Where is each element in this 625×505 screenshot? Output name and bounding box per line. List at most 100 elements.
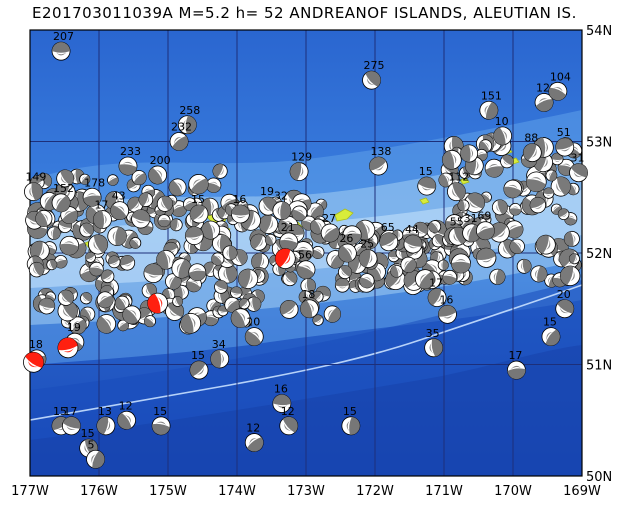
focal-mechanism — [156, 249, 176, 270]
focal-mechanism — [79, 222, 94, 238]
focal-mechanism — [536, 234, 556, 255]
latitude-labels: 54N 53N 52N 51N 50N — [586, 24, 612, 485]
focal-mechanism — [334, 277, 350, 293]
focal-mechanism — [131, 209, 151, 229]
focal-mechanism — [550, 176, 571, 197]
focal-mechanism — [359, 273, 375, 289]
focal-mechanism — [400, 256, 417, 273]
focal-mechanism — [211, 252, 225, 266]
depth-label: 18 — [301, 288, 315, 301]
focal-mechanism — [224, 296, 241, 313]
focal-mechanism — [362, 70, 381, 90]
focal-mechanism — [424, 338, 444, 358]
depth-label: 19 — [67, 321, 81, 334]
focal-mechanism — [210, 349, 230, 369]
depth-label: 16 — [274, 383, 288, 396]
focal-mechanism — [122, 305, 142, 325]
focal-mechanism — [38, 297, 56, 315]
focal-mechanism — [244, 433, 264, 452]
depth-label: 200 — [150, 154, 171, 167]
focal-mechanism — [143, 263, 164, 284]
focal-mechanism — [85, 251, 96, 263]
latitude-label: 50N — [586, 470, 612, 485]
depth-label: 12 — [246, 422, 260, 435]
focal-mechanism — [505, 220, 524, 239]
depth-label: 207 — [53, 30, 74, 43]
focal-mechanism — [143, 315, 157, 328]
focal-mechanism — [118, 156, 138, 176]
focal-mechanism — [489, 222, 510, 243]
focal-mechanism — [557, 208, 570, 221]
depth-label: 152 — [53, 182, 74, 195]
focal-mechanism — [59, 235, 80, 256]
focal-mechanism — [516, 258, 532, 274]
focal-mechanism — [529, 196, 547, 214]
depth-label: 16 — [232, 193, 246, 206]
focal-mechanism — [96, 291, 114, 309]
latitude-label: 53N — [586, 136, 612, 151]
focal-mechanism — [509, 238, 525, 255]
focal-mechanism — [119, 255, 136, 271]
focal-mechanism — [300, 299, 319, 319]
depth-label: 151 — [481, 89, 502, 102]
latitude-label: 51N — [586, 359, 612, 374]
depth-label: 15 — [81, 427, 95, 440]
focal-mechanism — [379, 232, 399, 252]
focal-mechanism — [296, 260, 316, 280]
depth-label: 88 — [524, 132, 538, 145]
focal-mechanism — [107, 226, 127, 246]
focal-mechanism — [525, 171, 547, 193]
depth-label: 149 — [25, 171, 46, 184]
focal-mechanism — [534, 93, 554, 112]
focal-mechanism — [110, 201, 130, 221]
focal-mechanism — [82, 187, 102, 207]
focal-mechanism — [559, 265, 581, 287]
focal-mechanism — [180, 312, 202, 334]
focal-mechanism — [56, 169, 75, 188]
focal-mechanism — [169, 132, 189, 151]
depth-label: 51 — [557, 126, 571, 139]
focal-mechanism — [417, 176, 437, 196]
focal-mechanism — [369, 156, 388, 176]
depth-label: 5 — [88, 438, 95, 451]
focal-mechanism — [238, 298, 250, 310]
focal-mechanism — [148, 165, 168, 185]
focal-mechanism — [214, 280, 228, 294]
focal-mechanism — [548, 81, 568, 101]
focal-mechanism — [507, 360, 526, 380]
focal-mechanism — [93, 210, 112, 229]
depth-label: 258 — [179, 104, 200, 117]
focal-mechanism — [493, 126, 513, 146]
depth-label: 25 — [360, 238, 374, 251]
focal-mechanism — [251, 252, 269, 271]
focal-mechanism — [450, 253, 471, 274]
depth-label: 178 — [84, 176, 105, 189]
focal-mechanism — [205, 177, 222, 193]
longitude-label: 177W — [11, 484, 49, 499]
depth-label: 34 — [212, 338, 226, 351]
focal-mechanism — [184, 226, 204, 246]
focal-mechanism — [157, 214, 171, 228]
focal-mechanism — [457, 199, 470, 212]
focal-mechanism — [100, 269, 115, 284]
focal-mechanism — [484, 158, 504, 178]
depth-label: 13 — [98, 405, 112, 418]
depth-label: 17 — [508, 349, 522, 362]
focal-mechanism — [79, 173, 91, 185]
depth-label: 26 — [339, 232, 353, 245]
focal-mechanism — [279, 300, 299, 319]
focal-mechanism — [51, 193, 71, 213]
focal-mechanism — [51, 41, 71, 61]
focal-mechanism — [530, 265, 548, 283]
focal-mechanism — [244, 327, 264, 347]
focal-mechanism — [306, 202, 324, 221]
depth-label: 56 — [298, 249, 312, 262]
focal-mechanism — [168, 178, 187, 197]
longitude-label: 174W — [218, 484, 256, 499]
focal-mechanism — [172, 296, 183, 307]
depth-label: 10 — [495, 115, 509, 128]
depth-label: 232 — [171, 121, 192, 134]
focal-mechanism — [437, 259, 449, 271]
focal-mechanism — [231, 204, 250, 224]
